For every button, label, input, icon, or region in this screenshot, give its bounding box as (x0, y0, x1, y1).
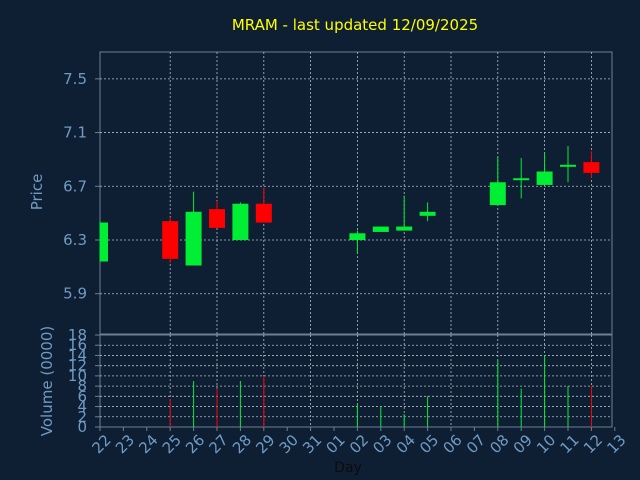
volume-tick-label: 18 (68, 326, 87, 344)
candle (232, 202, 249, 240)
price-tick-label: 5.9 (63, 285, 87, 303)
volume-tick-label: 10 (68, 367, 87, 385)
price-y-ticks: 5.9 6.3 6.7 7.1 7.5 (63, 70, 100, 303)
candle-body (232, 203, 249, 240)
chart-title: MRAM - last updated 12/09/2025 (232, 16, 478, 34)
volume-tick-label: 14 (68, 346, 87, 364)
volume-tick-label: 6 (77, 387, 87, 405)
candle (396, 195, 413, 231)
price-candles (99, 146, 600, 266)
volume-tick-label: 12 (68, 357, 87, 375)
candle (583, 151, 600, 179)
price-plot-frame (99, 51, 613, 335)
candle-body (489, 182, 506, 206)
volume-tick-label: 0 (77, 418, 87, 436)
candle-body (513, 178, 530, 181)
price-tick-label: 7.5 (63, 70, 87, 88)
candle-body (100, 222, 108, 262)
candle (513, 158, 530, 199)
candle (560, 146, 576, 183)
volume-tick-label: 16 (68, 336, 87, 354)
volume-grid (100, 335, 612, 427)
price-tick-label: 6.3 (63, 231, 87, 249)
volume-tick-label: 4 (77, 398, 87, 416)
candle (349, 230, 366, 254)
candle (419, 202, 436, 222)
volume-plot-frame (99, 334, 613, 428)
candle-body (419, 211, 436, 216)
candle-body (583, 162, 600, 173)
price-tick-label: 6.7 (63, 177, 87, 195)
candle (255, 187, 272, 223)
volume-tick-label: 2 (77, 408, 87, 426)
candle (372, 226, 389, 232)
candle (185, 191, 202, 266)
candle-body (396, 226, 413, 231)
volume-tick-label: 8 (77, 377, 87, 395)
candle-body (185, 211, 202, 266)
candle (162, 217, 179, 263)
price-panel: 5.9 6.3 6.7 7.1 7.5 Price (28, 51, 613, 335)
candle-body (372, 226, 389, 232)
candle-body (162, 221, 179, 259)
candle (536, 152, 553, 185)
candle-body (349, 233, 366, 240)
candle-body (209, 209, 225, 228)
candle-body (255, 203, 272, 223)
volume-bars (169, 355, 592, 427)
volume-axis-label: Volume (0000) (38, 326, 56, 436)
candle-body (560, 164, 576, 167)
candle (209, 201, 225, 228)
x-axis-label: Day (334, 460, 362, 476)
candle-body (536, 171, 553, 185)
price-tick-label: 7.1 (63, 124, 87, 142)
candle (489, 156, 506, 206)
candle (99, 221, 108, 262)
price-axis-label: Price (28, 174, 46, 211)
